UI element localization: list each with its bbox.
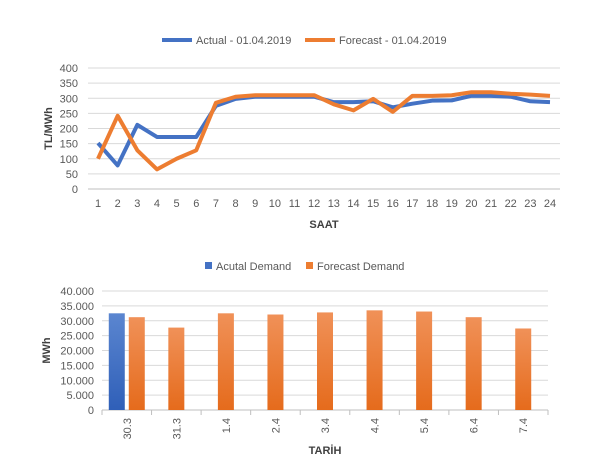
bar-forecast bbox=[267, 314, 284, 410]
y-tick-label: 150 bbox=[60, 139, 78, 151]
x-tick-label: 4 bbox=[154, 198, 160, 210]
y-tick-label: 400 bbox=[60, 63, 78, 75]
x-tick-label: 3.4 bbox=[320, 418, 332, 433]
series-line-actual bbox=[96, 93, 551, 168]
x-tick-label: 11 bbox=[289, 198, 300, 210]
legend-label: Actual - 01.04.2019 bbox=[196, 35, 291, 47]
bar-forecast bbox=[515, 328, 532, 410]
y-tick-label: 350 bbox=[60, 78, 78, 90]
x-tick-label: 31.3 bbox=[171, 418, 183, 439]
y-tick-label: 0 bbox=[72, 184, 78, 196]
x-tick-label: 23 bbox=[524, 198, 536, 210]
x-tick-label: 24 bbox=[544, 198, 556, 210]
y-tick-label: 100 bbox=[60, 154, 78, 166]
legend-swatch bbox=[306, 262, 313, 269]
x-tick-label: 10 bbox=[269, 198, 281, 210]
bar-forecast bbox=[416, 311, 433, 410]
series-line-forecast bbox=[96, 90, 551, 172]
x-tick-label: 22 bbox=[505, 198, 517, 210]
x-tick-label: 9 bbox=[252, 198, 258, 210]
y-tick-label: 50 bbox=[66, 169, 78, 181]
bar-forecast bbox=[317, 312, 333, 410]
x-tick-label: 1 bbox=[95, 198, 101, 210]
x-tick-label: 14 bbox=[347, 198, 359, 210]
legend-label: Forecast - 01.04.2019 bbox=[339, 35, 447, 47]
x-tick-label: 4.4 bbox=[370, 418, 382, 433]
y-tick-label: 20.000 bbox=[60, 346, 94, 358]
x-tick-label: 30.3 bbox=[122, 418, 134, 439]
x-tick-label: 1.4 bbox=[221, 418, 233, 433]
x-tick-label: 13 bbox=[328, 198, 340, 210]
x-tick-label: 7.4 bbox=[518, 418, 530, 433]
x-tick-label: 2 bbox=[115, 198, 121, 210]
bar-forecast bbox=[465, 317, 482, 410]
x-tick-label: 12 bbox=[308, 198, 320, 210]
bar-forecast bbox=[366, 310, 383, 410]
bar-forecast bbox=[128, 317, 145, 410]
x-tick-label: 21 bbox=[485, 198, 497, 210]
y-tick-label: 35.000 bbox=[60, 301, 94, 313]
y-tick-label: 300 bbox=[60, 93, 78, 105]
legend-label: Forecast Demand bbox=[317, 261, 404, 273]
x-axis-title: TARİH bbox=[309, 444, 342, 457]
y-tick-label: 5.000 bbox=[66, 390, 94, 402]
x-tick-label: 19 bbox=[446, 198, 458, 210]
bar-forecast bbox=[168, 327, 185, 410]
bar-forecast bbox=[217, 313, 234, 410]
x-axis-title: SAAT bbox=[309, 219, 338, 231]
x-tick-label: 5.4 bbox=[419, 418, 431, 433]
y-tick-label: 0 bbox=[88, 405, 94, 417]
y-axis-title: MWh bbox=[41, 337, 53, 364]
x-tick-label: 20 bbox=[465, 198, 477, 210]
y-tick-label: 40.000 bbox=[60, 286, 94, 298]
x-tick-label: 6 bbox=[193, 198, 199, 210]
y-tick-label: 10.000 bbox=[60, 375, 94, 387]
legend-label: Acutal Demand bbox=[216, 261, 291, 273]
x-tick-label: 6.4 bbox=[469, 418, 481, 433]
y-tick-label: 30.000 bbox=[60, 316, 94, 328]
x-tick-label: 2.4 bbox=[270, 418, 282, 433]
x-tick-label: 3 bbox=[134, 198, 140, 210]
x-tick-label: 15 bbox=[367, 198, 379, 210]
x-tick-label: 17 bbox=[406, 198, 418, 210]
x-tick-label: 18 bbox=[426, 198, 438, 210]
legend-swatch bbox=[205, 262, 212, 269]
x-tick-label: 8 bbox=[233, 198, 239, 210]
y-tick-label: 200 bbox=[60, 124, 78, 136]
y-tick-label: 15.000 bbox=[60, 360, 94, 372]
bar-actual bbox=[108, 313, 125, 410]
y-axis-title: TL/MWh bbox=[43, 107, 55, 150]
y-tick-label: 25.000 bbox=[60, 331, 94, 343]
y-tick-label: 250 bbox=[60, 108, 78, 120]
x-tick-label: 16 bbox=[387, 198, 399, 210]
x-tick-label: 7 bbox=[213, 198, 219, 210]
x-tick-label: 5 bbox=[174, 198, 180, 210]
